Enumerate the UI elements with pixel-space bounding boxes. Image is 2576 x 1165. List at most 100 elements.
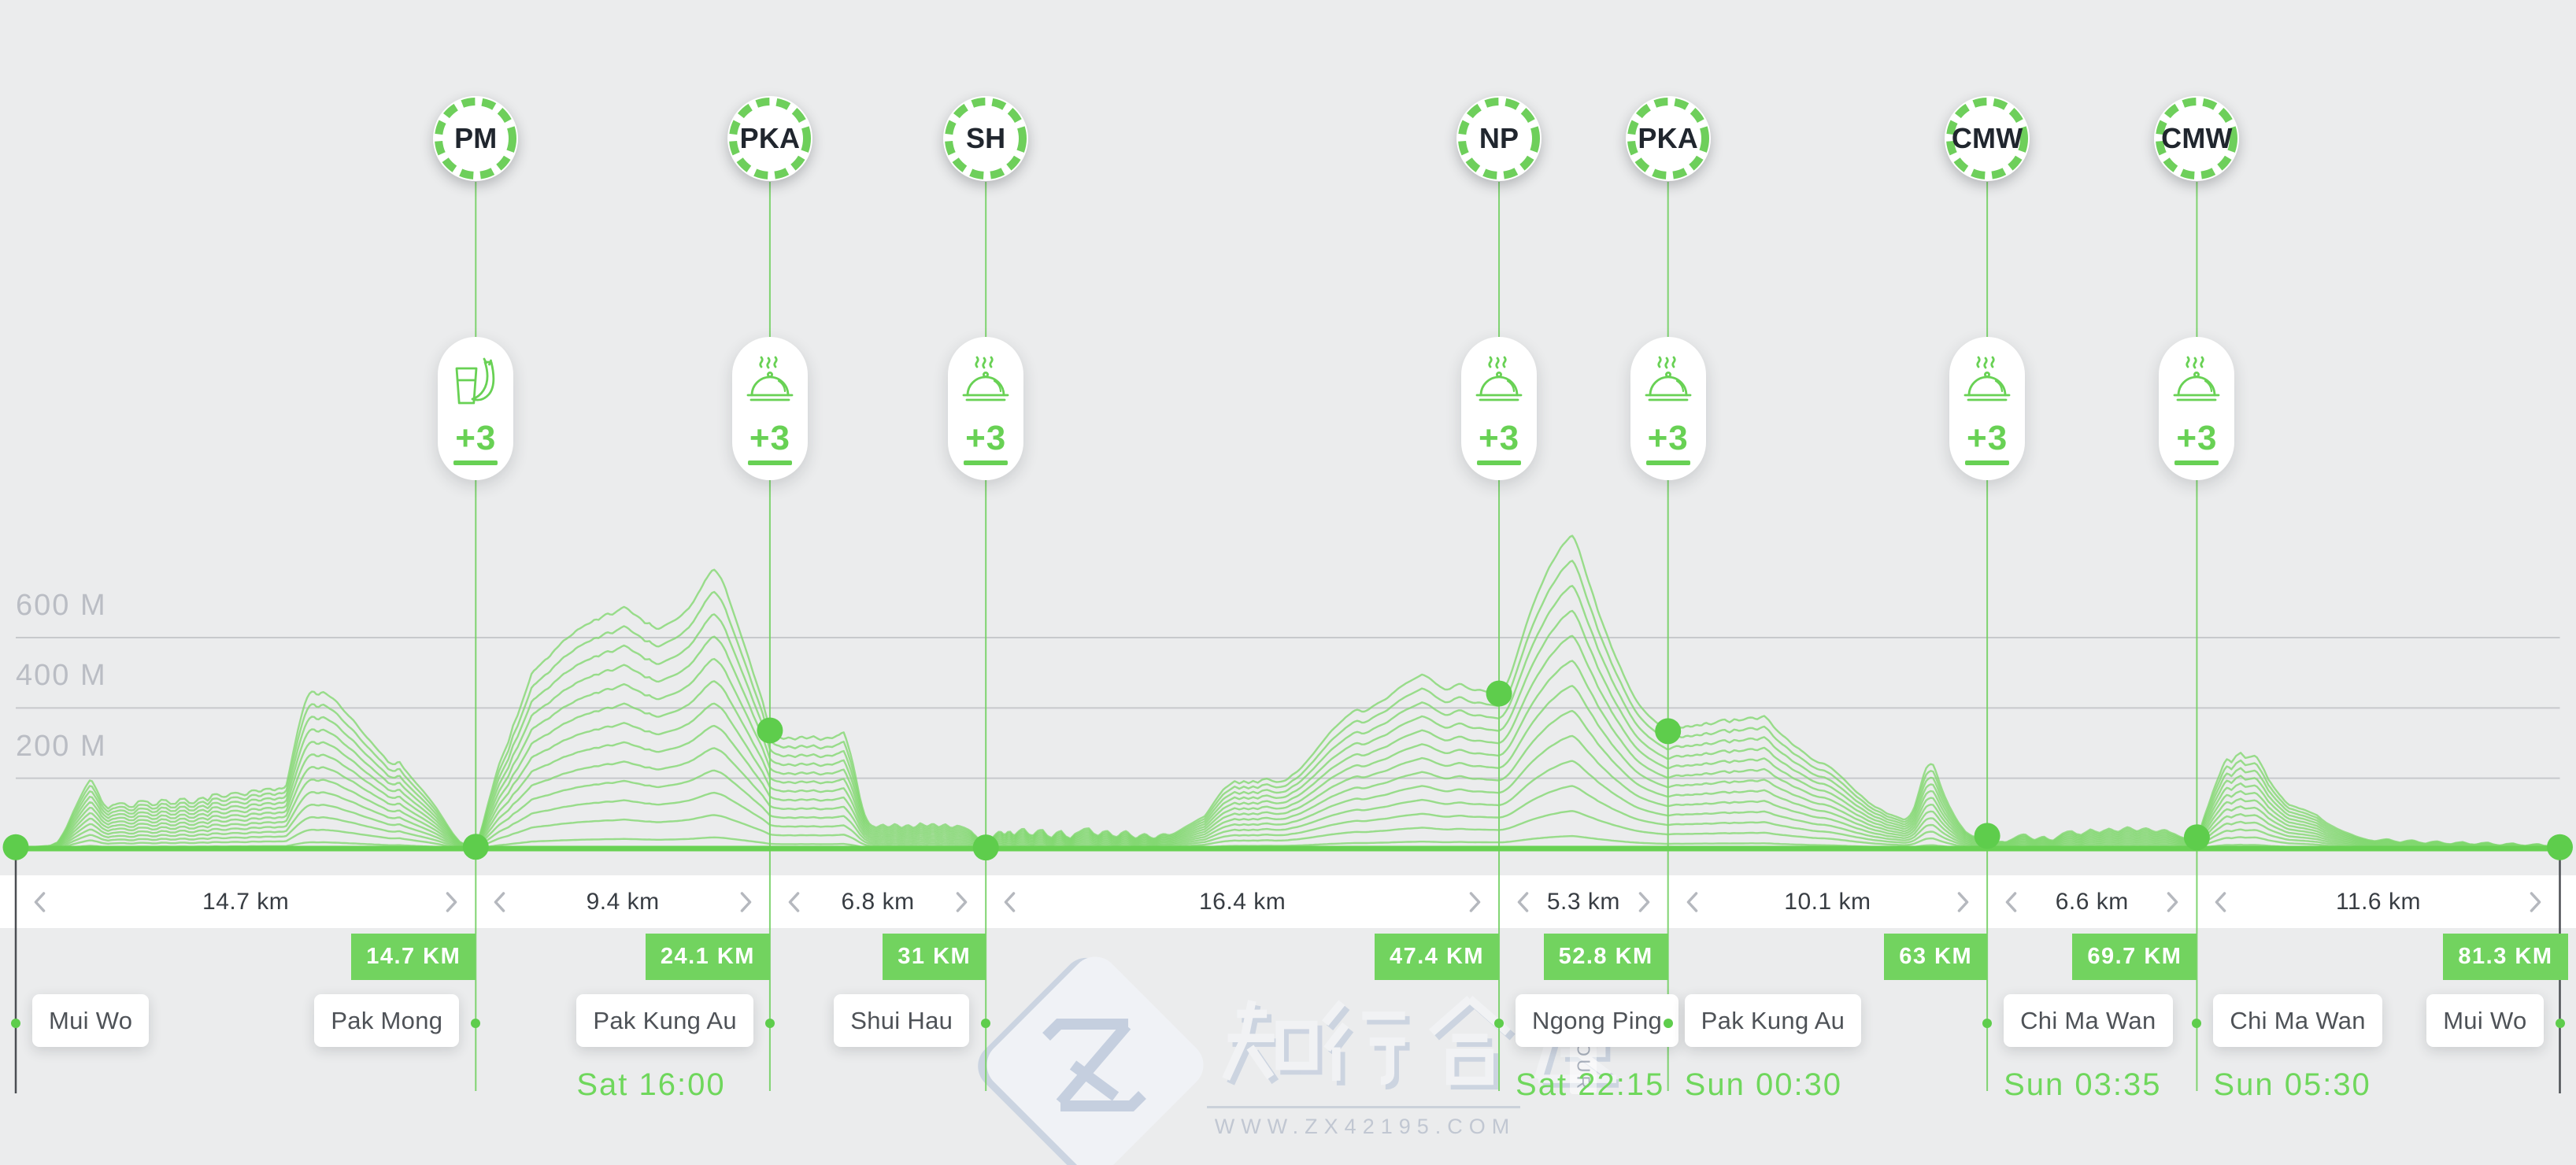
distance-badge-63-KM: 63 KM xyxy=(1884,934,1988,980)
location-label-Chi-Ma-Wan: Chi Ma Wan xyxy=(2213,994,2382,1047)
chevron-right-icon xyxy=(2530,891,2541,912)
chevron-right-icon xyxy=(1469,891,1481,912)
distance-badge-14.7-KM: 14.7 KM xyxy=(351,934,476,980)
chevron-right-icon xyxy=(2167,891,2178,912)
drink-banana-icon xyxy=(455,357,495,405)
segment-prev-button[interactable] xyxy=(1686,890,1699,913)
segment-prev-button[interactable] xyxy=(33,890,46,913)
chevron-left-icon xyxy=(1004,891,1016,912)
supply-count: +3 xyxy=(1478,419,1520,457)
location-label-Mui-Wo: Mui Wo xyxy=(2426,994,2544,1047)
distance-badge-69.7-KM: 69.7 KM xyxy=(2072,934,2197,980)
supply-count: +3 xyxy=(2176,419,2218,457)
segment-prev-button[interactable] xyxy=(2214,890,2227,913)
supply-pill-69.7km[interactable]: +3 xyxy=(2159,337,2235,480)
segment-band: 14.7 km 9.4 km 6.8 km 16.4 km 5.3 km 10.1 km 6… xyxy=(0,875,2576,928)
segment-next-button[interactable] xyxy=(739,890,753,913)
segment-prev-button[interactable] xyxy=(493,890,506,913)
dashed-ring-icon xyxy=(2156,98,2238,179)
chevron-left-icon xyxy=(1517,891,1529,912)
meal-cloche-icon xyxy=(746,356,794,401)
meal-cloche-icon xyxy=(1963,356,2011,401)
supply-underline xyxy=(2174,460,2219,465)
meal-cloche-icon xyxy=(1645,356,1692,401)
checkpoint-circle-NP-47.4km[interactable]: NP xyxy=(1456,96,1542,181)
distance-badge-47.4-KM: 47.4 KM xyxy=(1374,934,1500,980)
location-label-Pak-Kung-Au: Pak Kung Au xyxy=(576,994,753,1047)
watermark-url: WWW.ZX42195.COM xyxy=(1214,1115,1516,1138)
segment-14.7-km: 14.7 km xyxy=(16,875,476,928)
chevron-left-icon xyxy=(2005,891,2017,912)
segment-distance: 16.4 km xyxy=(1198,888,1286,915)
segment-distance: 10.1 km xyxy=(1784,888,1871,915)
checkpoint-circle-PKA-24.1km[interactable]: PKA xyxy=(727,96,812,181)
segment-next-button[interactable] xyxy=(2166,890,2179,913)
supply-count: +3 xyxy=(455,419,497,457)
checkpoint-time-7: Sun 05:30 xyxy=(2213,1067,2371,1102)
supply-pill-31km[interactable]: +3 xyxy=(948,337,1024,480)
segment-16.4-km: 16.4 km xyxy=(986,875,1499,928)
supply-underline xyxy=(1965,460,2010,465)
supply-count: +3 xyxy=(749,419,790,457)
checkpoint-circle-PM-14.7km[interactable]: PM xyxy=(433,96,519,181)
dashed-ring-icon xyxy=(1627,98,1709,179)
checkpoint-circle-CMW-63km[interactable]: CMW xyxy=(1945,96,2030,181)
supply-pill-52.8km[interactable]: +3 xyxy=(1630,337,1706,480)
checkpoint-code: PKA xyxy=(1638,122,1698,154)
segment-11.6-km: 11.6 km xyxy=(2197,875,2559,928)
checkpoint-time-6: Sun 03:35 xyxy=(2004,1067,2162,1102)
supply-count: +3 xyxy=(1647,419,1689,457)
supply-pill-14.7km[interactable]: +3 xyxy=(438,337,514,480)
segment-prev-button[interactable] xyxy=(1516,890,1530,913)
location-label-Ngong-Ping: Ngong Ping xyxy=(1516,994,1679,1047)
dashed-ring-icon xyxy=(1946,98,2029,179)
segment-distance: 5.3 km xyxy=(1546,888,1620,915)
dashed-ring-icon xyxy=(945,98,1027,179)
segment-prev-button[interactable] xyxy=(2004,890,2018,913)
segment-next-button[interactable] xyxy=(1468,890,1482,913)
checkpoint-circle-PKA-52.8km[interactable]: PKA xyxy=(1625,96,1711,181)
segment-next-button[interactable] xyxy=(955,890,968,913)
location-label-Chi-Ma-Wan: Chi Ma Wan xyxy=(2004,994,2173,1047)
segment-distance: 14.7 km xyxy=(202,888,290,915)
chevron-left-icon xyxy=(2215,891,2226,912)
supply-count: +3 xyxy=(1967,419,2008,457)
checkpoint-code: NP xyxy=(1479,122,1519,154)
chevron-left-icon xyxy=(788,891,800,912)
supply-pill-47.4km[interactable]: +3 xyxy=(1461,337,1538,480)
supply-underline xyxy=(1645,460,1690,465)
checkpoint-time-2: Sat 16:00 xyxy=(576,1067,726,1102)
segment-next-button[interactable] xyxy=(445,890,458,913)
segment-5.3-km: 5.3 km xyxy=(1499,875,1668,928)
meal-cloche-icon xyxy=(1475,356,1523,401)
segment-9.4-km: 9.4 km xyxy=(476,875,770,928)
location-label-Mui-Wo: Mui Wo xyxy=(32,994,150,1047)
segment-distance: 11.6 km xyxy=(2335,888,2421,915)
distance-badge-52.8-KM: 52.8 KM xyxy=(1543,934,1668,980)
chevron-right-icon xyxy=(1957,891,1969,912)
checkpoint-code: SH xyxy=(965,122,1006,154)
distance-badge-31-KM: 31 KM xyxy=(883,934,986,980)
segment-next-button[interactable] xyxy=(2529,890,2542,913)
segment-prev-button[interactable] xyxy=(787,890,801,913)
chevron-right-icon xyxy=(740,891,752,912)
segment-next-button[interactable] xyxy=(1638,890,1651,913)
supply-pill-24.1km[interactable]: +3 xyxy=(731,337,808,480)
supply-pill-63km[interactable]: +3 xyxy=(1949,337,2026,480)
checkpoint-circle-SH-31km[interactable]: SH xyxy=(943,96,1029,181)
segment-next-button[interactable] xyxy=(1956,890,1970,913)
checkpoint-circle-CMW-69.7km[interactable]: CMW xyxy=(2154,96,2240,181)
chevron-left-icon xyxy=(494,891,505,912)
distance-badge-24.1-KM: 24.1 KM xyxy=(645,934,770,980)
segment-6.6-km: 6.6 km xyxy=(1987,875,2197,928)
dashed-ring-icon xyxy=(435,98,517,179)
chevron-left-icon xyxy=(34,891,46,912)
segment-prev-button[interactable] xyxy=(1003,890,1016,913)
checkpoint-time-4: Sat 22:15 xyxy=(1516,1067,1665,1102)
chevron-right-icon xyxy=(1638,891,1649,912)
dashed-ring-icon xyxy=(1458,98,1541,179)
checkpoint-code: CMW xyxy=(1951,122,2023,154)
watermark-logo-diamond-icon xyxy=(978,956,1204,1165)
supply-underline xyxy=(964,460,1009,465)
